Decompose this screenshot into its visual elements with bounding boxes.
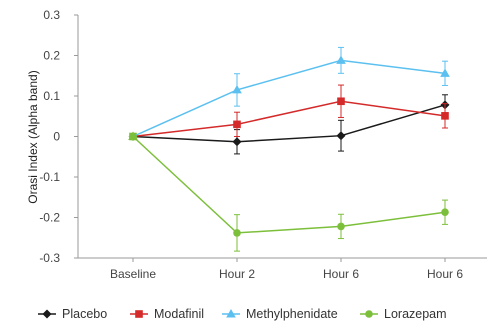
legend-label: Lorazepam	[384, 307, 447, 321]
legend-item-lorazepam: Lorazepam	[360, 307, 447, 321]
data-point	[441, 208, 449, 217]
legend-item-methylphenidate: Methylphenidate	[222, 307, 338, 321]
series-methylphenidate	[128, 46, 450, 140]
legend-item-modafinil: Modafinil	[130, 307, 204, 321]
data-point	[441, 112, 449, 120]
data-point	[336, 55, 346, 64]
series-placebo	[128, 94, 450, 155]
legend-marker	[135, 310, 143, 318]
y-axis: 0.3 0.2 0.1 0 -0.1 -0.2 -0.3	[39, 8, 78, 265]
data-point	[129, 132, 137, 141]
legend: Placebo Modafinil Methylphenidate Lorazepam	[38, 307, 447, 321]
y-tick-label: -0.1	[39, 170, 60, 184]
y-tick-label: 0.1	[43, 89, 60, 103]
y-tick-label: -0.3	[39, 251, 60, 265]
series-line	[132, 100, 446, 138]
data-point	[233, 229, 241, 237]
x-tick-label: Hour 2	[219, 267, 255, 281]
y-tick-label: 0.3	[43, 8, 60, 22]
legend-label: Placebo	[62, 307, 107, 321]
data-point	[232, 84, 242, 94]
legend-marker	[226, 309, 236, 318]
legend-label: Modafinil	[154, 307, 204, 321]
data-point	[336, 131, 346, 141]
x-axis: Baseline Hour 2 Hour 6 Hour 6	[110, 258, 463, 281]
y-axis-label: Orasi Index (Alpha band)	[26, 70, 40, 203]
y-tick-label: 0.2	[43, 49, 60, 63]
data-point	[232, 137, 242, 147]
legend-label: Methylphenidate	[246, 307, 338, 321]
series-line	[132, 59, 446, 138]
plot-area	[77, 15, 487, 259]
y-tick-label: -0.2	[39, 211, 60, 225]
legend-item-placebo: Placebo	[38, 307, 107, 321]
series-line	[132, 104, 446, 143]
data-point	[233, 120, 241, 129]
x-tick-label: Hour 6	[323, 267, 359, 281]
series-lorazepam	[129, 132, 449, 252]
x-tick-label: Hour 6	[427, 267, 463, 281]
data-point	[337, 97, 345, 106]
x-tick-label: Baseline	[110, 267, 156, 281]
data-point	[337, 222, 345, 231]
legend-marker	[42, 309, 52, 319]
y-tick-label: 0	[53, 130, 60, 144]
series-modafinil	[129, 84, 449, 141]
legend-marker	[365, 310, 373, 318]
series-line	[132, 135, 446, 234]
data-point	[440, 68, 450, 77]
